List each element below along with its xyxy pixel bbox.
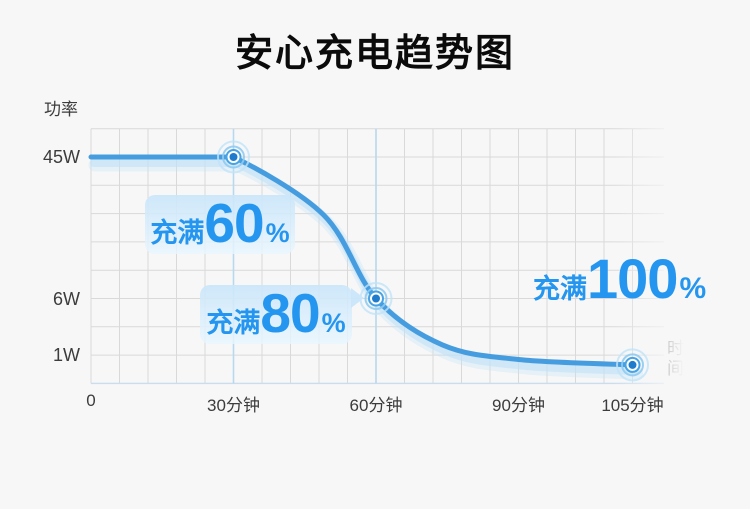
- y-tick-45w: 45W: [42, 147, 80, 167]
- annotation-prefix: 充满: [150, 218, 205, 248]
- marker-charged-60-percent: [217, 140, 250, 174]
- annotation-charged-60-text: 充满 60 %: [145, 192, 295, 254]
- annotation-charged-60: 充满 60 %: [145, 195, 295, 254]
- y-tick-6w: 6W: [53, 288, 80, 309]
- page-title: 安心充电趋势图: [234, 33, 515, 75]
- annotation-prefix: 充满: [533, 274, 587, 304]
- power-curve: [88, 154, 635, 368]
- marker-charged-80-percent: [359, 282, 393, 315]
- curve-glow: [90, 159, 640, 375]
- annotation-charged-100: 充满 100 %: [533, 247, 707, 310]
- x-tick-90min: 90分钟: [492, 396, 545, 415]
- x-tick-60min: 60分钟: [349, 396, 403, 415]
- y-axis-title: 功率: [44, 100, 78, 119]
- annotation-suffix: %: [679, 272, 707, 305]
- y-tick-1w: 1W: [53, 345, 80, 366]
- marker-charged-100-percent: [616, 348, 649, 382]
- annotation-charged-80-text: 充满 80 %: [200, 282, 352, 344]
- annotation-suffix: %: [265, 218, 290, 248]
- annotation-charged-80: 充满 80 %: [200, 282, 364, 344]
- x-tick-30min: 30分钟: [207, 396, 260, 415]
- annotation-value: 100: [587, 247, 678, 310]
- annotation-suffix: %: [321, 308, 346, 338]
- grid-fade-overlay: [612, 124, 684, 390]
- annotation-value: 60: [204, 192, 264, 254]
- x-tick-105min: 105分钟: [601, 396, 664, 415]
- x-tick-0: 0: [86, 391, 96, 410]
- callout-arrow-icon: [351, 288, 364, 308]
- annotation-prefix: 充满: [206, 308, 261, 338]
- annotation-value: 80: [260, 282, 320, 344]
